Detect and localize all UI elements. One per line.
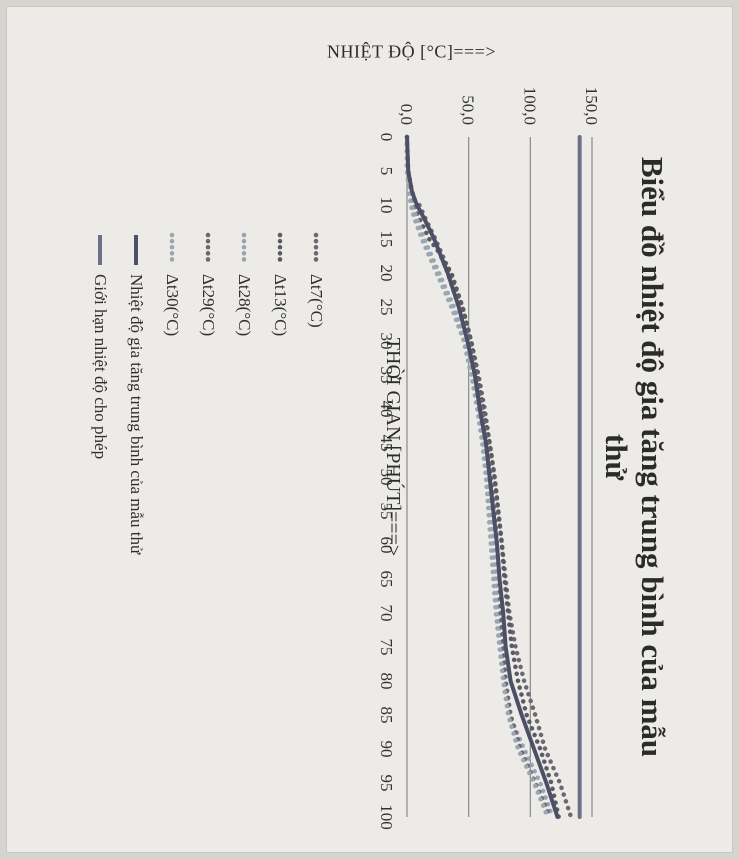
x-tick-label: 30 [377,333,396,350]
legend-label: Δt30(°C) [163,274,182,337]
x-tick-label: 95 [377,775,396,792]
chart-title: Biểu đồ nhiệt độ gia tăng trung bình của… [599,156,670,758]
legend-item: Δt30(°C) [154,232,190,792]
document-page: 0,0 50,0 100,0 150,0 0 5 10 15 20 25 30 35 40 45 50 55 6… [6,6,733,853]
x-tick-label: 100 [377,804,396,830]
chart-legend: Δt7(°C) Δt13(°C) Δt28(°C) Δt29(°C) Δt30(°C) N… [82,232,334,792]
x-tick-label: 40 [377,401,396,418]
x-tick-label: 70 [377,605,396,622]
x-tick-label: 75 [377,639,396,656]
legend-label: Δt29(°C) [199,274,218,337]
x-tick-label: 25 [377,299,396,316]
x-tick-label: 20 [377,265,396,282]
legend-item: Δt7(°C) [298,232,334,792]
legend-item: Δt28(°C) [226,232,262,792]
chart-plot: 0,0 50,0 100,0 150,0 0 5 10 15 20 25 30 35 40 45 50 55 6… [377,87,601,830]
legend-symbol [239,232,249,268]
legend-symbol [311,232,321,268]
x-tick-label: 85 [377,707,396,724]
legend-symbol [131,232,141,268]
y-tick-label: 100,0 [520,87,539,125]
y-axis-label: NHIỆT ĐỘ [°C]===> [327,41,496,62]
legend-symbol [203,232,213,268]
x-tick-label: 90 [377,741,396,758]
x-axis-label: THỜI GIAN [PHÚT]===> [382,337,404,557]
series-line [404,134,561,820]
y-tick-label: 50,0 [459,95,478,125]
x-tick-label: 10 [377,197,396,214]
x-tick-label: 55 [377,503,396,520]
legend-item: Giới hạn nhiệt độ cho phép [82,232,118,792]
x-tick-label: 65 [377,571,396,588]
legend-item: Δt13(°C) [262,232,298,792]
legend-symbol [95,232,105,268]
legend-item: Nhiệt độ gia tăng trung bình của mẫu thử [118,232,154,792]
y-tick-label: 150,0 [582,87,601,125]
legend-label: Δt7(°C) [307,274,326,328]
legend-symbol [275,232,285,268]
series-line [404,134,550,820]
x-tick-label: 0 [377,133,396,142]
legend-item: Δt29(°C) [190,232,226,792]
series-line [405,135,560,819]
chart: 0,0 50,0 100,0 150,0 0 5 10 15 20 25 30 35 40 45 50 55 6… [22,17,722,837]
legend-label: Δt28(°C) [235,274,254,337]
legend-label: Giới hạn nhiệt độ cho phép [91,274,110,460]
series-line [404,134,553,820]
y-tick-label: 0,0 [397,104,416,125]
x-tick-label: 15 [377,231,396,248]
legend-label: Nhiệt độ gia tăng trung bình của mẫu thử [127,274,146,555]
x-tick-label: 45 [377,435,396,452]
x-tick-label: 80 [377,673,396,690]
x-tick-label: 35 [377,367,396,384]
legend-symbol [167,232,177,268]
x-tick-label: 60 [377,537,396,554]
x-tick-label: 50 [377,469,396,486]
legend-label: Δt13(°C) [271,274,290,337]
x-tick-label: 5 [377,167,396,176]
